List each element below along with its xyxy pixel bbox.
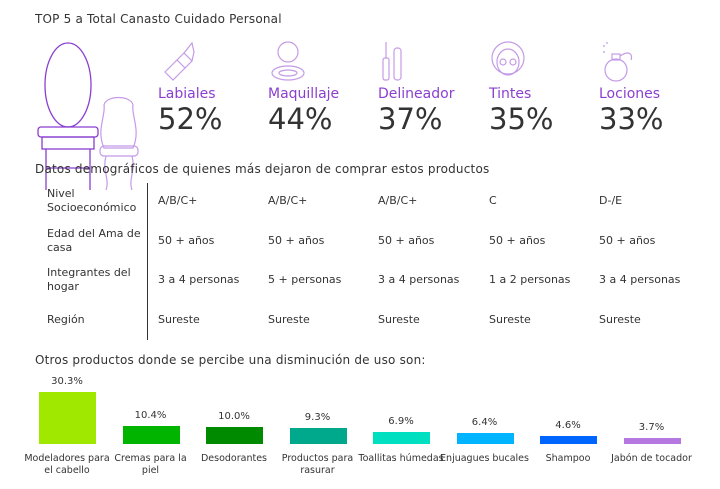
top5-item: Delineador 37% (378, 40, 478, 136)
top5-item: Tintes 35% (489, 40, 589, 136)
bar-value-label: 3.7% (638, 421, 665, 433)
table-cell: 50 + años (489, 234, 546, 247)
table-cell: Sureste (158, 313, 200, 326)
bar (456, 432, 514, 444)
table-cell: A/B/C+ (158, 194, 198, 207)
category-label: Desodorantes (200, 453, 268, 464)
table-cell: 3 a 4 personas (378, 273, 460, 286)
table-divider (147, 183, 148, 340)
table-cell: Sureste (599, 313, 641, 326)
top5-item: Maquillaje 44% (268, 40, 368, 136)
bar (289, 428, 347, 444)
top5-percent: 52% (158, 102, 223, 136)
table-cell: Sureste (378, 313, 420, 326)
bar (39, 391, 96, 444)
top5-label: Delineador (378, 86, 455, 102)
chart-title: Otros productos donde se percibe una dis… (35, 353, 426, 367)
bar (206, 426, 263, 444)
lipstick-icon (164, 41, 195, 81)
top5-item: Labiales 52% (158, 40, 258, 136)
top5-percent: 44% (268, 102, 333, 136)
bar (623, 437, 681, 444)
compact-icon (271, 41, 305, 81)
top5-label: Labiales (158, 86, 216, 102)
category-label: Jabón de tocador (611, 453, 692, 464)
page-title: TOP 5 a Total Canasto Cuidado Personal (35, 12, 282, 26)
top5-label: Tintes (489, 86, 532, 102)
table-cell: 5 + personas (268, 273, 342, 286)
face-mask-icon (491, 41, 525, 76)
mascara-icon (382, 42, 402, 81)
table-cell: 50 + años (378, 234, 435, 247)
row-label: Integrantes del hogar (47, 266, 131, 293)
bar-value-label: 6.4% (471, 416, 498, 428)
category-label: Shampoo (545, 453, 591, 464)
top5-label: Maquillaje (268, 86, 340, 102)
top5-percent: 35% (489, 102, 554, 136)
bar-value-label: 10.4% (134, 410, 167, 422)
category-label: Enjuagues bucales (440, 453, 529, 464)
perfume-icon (603, 42, 633, 82)
bar (122, 426, 180, 444)
top5-percent: 37% (378, 102, 443, 136)
table-cell: 3 a 4 personas (158, 273, 240, 286)
bar (373, 432, 430, 444)
bar-value-label: 4.6% (555, 420, 581, 432)
vanity-illustration-icon (37, 42, 139, 190)
row-label: Nivel Socioeconómico (47, 187, 137, 214)
table-cell: 50 + años (599, 234, 656, 247)
table-cell: 50 + años (268, 234, 325, 247)
row-label: Edad del Ama de casa (47, 227, 141, 254)
category-label: Modeladores para el cabello (24, 453, 110, 476)
bar-value-label: 6.9% (388, 416, 414, 428)
row-label: Región (47, 313, 85, 326)
table-cell: C (489, 194, 497, 207)
top5-percent: 33% (599, 102, 664, 136)
top5-label: Lociones (599, 86, 661, 102)
category-label: Productos para rasurar (281, 453, 354, 476)
bar-value-label: 9.3% (304, 412, 331, 423)
bar-value-label: 30.3% (51, 375, 83, 387)
top5-item: Lociones 33% (599, 40, 699, 136)
demographics-title: Datos demográficos de quienes más dejaro… (35, 162, 490, 176)
table-cell: 1 a 2 personas (489, 273, 571, 286)
table-cell: A/B/C+ (378, 194, 418, 207)
bar-value-label: 10.0% (218, 410, 250, 422)
bar (540, 436, 597, 444)
category-label: Toallitas húmedas (358, 453, 444, 464)
table-cell: Sureste (268, 313, 310, 326)
table-cell: D-/E (599, 194, 623, 207)
table-cell: 3 a 4 personas (599, 273, 681, 286)
table-cell: A/B/C+ (268, 194, 308, 207)
category-label: Cremas para la piel (114, 453, 187, 476)
table-cell: Sureste (489, 313, 531, 326)
table-cell: 50 + años (158, 234, 215, 247)
